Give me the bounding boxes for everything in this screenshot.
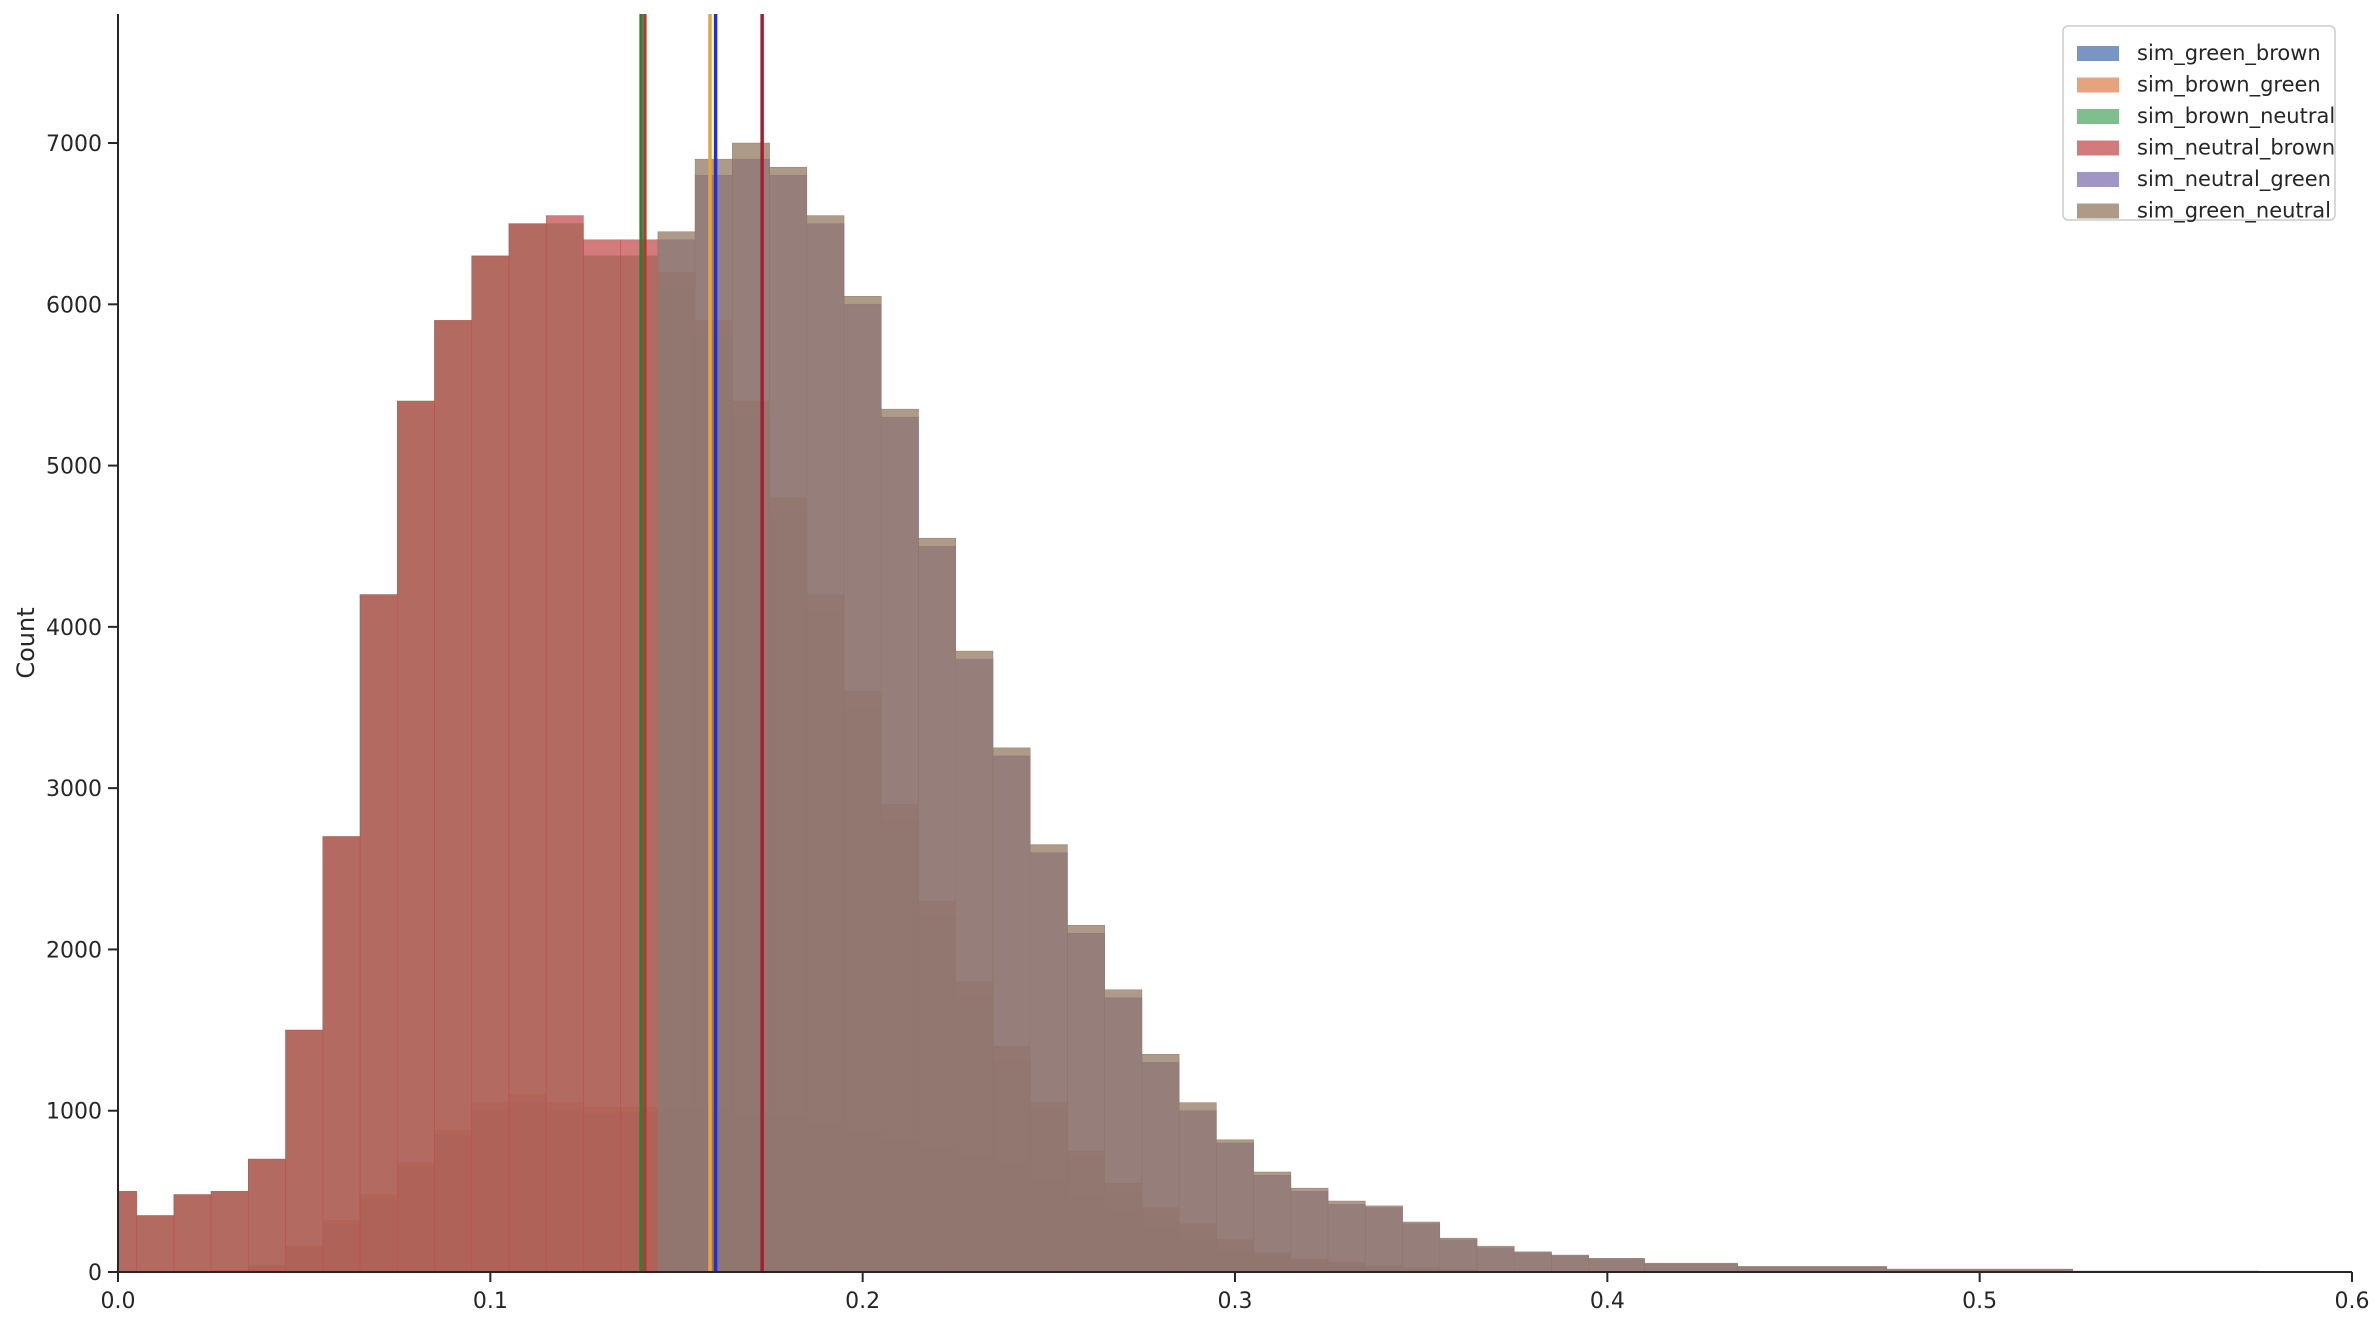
legend-box: [2062, 25, 2336, 221]
y-tick-label: 6000: [46, 293, 102, 318]
y-tick-label: 2000: [46, 938, 102, 963]
legend-label: sim_green_brown: [2137, 41, 2321, 66]
bar-sim_neutral_brown: [285, 1029, 324, 1273]
legend-label: sim_neutral_brown: [2137, 136, 2335, 161]
bar-sim_green_neutral: [918, 537, 956, 1273]
axes-layer: 0.0 0.1 0.2 0.3 0.4 0.5 0.6 0 1000 2000 3000 4000 50…: [46, 14, 2370, 1314]
bar-sim_green_neutral: [992, 747, 1031, 1273]
series-sim_green_neutral: [657, 142, 2260, 1273]
bar-sim_green_neutral: [843, 295, 882, 1273]
bar-sim_green_neutral: [694, 158, 733, 1273]
bar-sim_neutral_brown: [397, 400, 435, 1273]
bar-sim_neutral_brown: [545, 215, 584, 1273]
bar-sim_green_neutral: [1551, 1254, 1589, 1273]
mean-lines-layer: [639, 14, 764, 1272]
bar-sim_neutral_brown: [136, 1215, 175, 1273]
x-tick-label: 0.6: [2335, 1289, 2370, 1314]
y-tick-label: 0: [88, 1261, 102, 1286]
x-tick-label: 0.1: [473, 1289, 508, 1314]
legend-swatch: [2077, 203, 2119, 219]
bar-sim_neutral_brown: [434, 320, 472, 1273]
bar-sim_green_neutral: [881, 408, 919, 1273]
legend-swatch: [2077, 172, 2119, 187]
bar-sim_green_neutral: [1439, 1237, 1478, 1273]
bar-sim_green_neutral: [1327, 1200, 1366, 1273]
bar-sim_green_neutral: [1588, 1258, 1645, 1273]
y-tick-label: 1000: [46, 1100, 102, 1125]
bar-sim_green_neutral: [955, 650, 994, 1273]
x-tick-label: 0.3: [1218, 1289, 1253, 1314]
bar-sim_neutral_brown: [471, 255, 510, 1273]
legend-swatch: [2077, 46, 2119, 61]
bar-sim_green_neutral: [1402, 1221, 1441, 1273]
bar-sim_green_neutral: [1067, 924, 1105, 1273]
bar-sim_green_neutral: [806, 215, 845, 1273]
bars-layer: [117, 142, 2260, 1273]
legend-label: sim_green_neutral: [2137, 199, 2331, 224]
x-tick-label: 0.5: [1962, 1289, 1997, 1314]
x-tick-label: 0.4: [1590, 1289, 1625, 1314]
bar-sim_green_neutral: [1029, 844, 1068, 1273]
bar-sim_neutral_brown: [248, 1158, 286, 1273]
bar-sim_green_neutral: [1644, 1262, 1738, 1273]
y-tick-label: 5000: [46, 455, 102, 480]
bar-sim_neutral_brown: [173, 1194, 212, 1273]
y-tick-label: 3000: [46, 777, 102, 802]
bar-sim_green_neutral: [1141, 1054, 1180, 1273]
x-tick-label: 0.0: [101, 1289, 136, 1314]
bar-sim_neutral_brown: [508, 223, 547, 1273]
legend-swatch: [2077, 77, 2119, 93]
x-tick-label: 0.2: [845, 1289, 880, 1314]
bar-sim_green_neutral: [1104, 989, 1143, 1273]
bar-sim_neutral_brown: [322, 836, 361, 1273]
legend-label: sim_brown_neutral: [2137, 104, 2335, 129]
y-tick-label: 7000: [46, 132, 102, 157]
bar-sim_neutral_brown: [117, 1191, 137, 1273]
bar-sim_green_neutral: [657, 231, 696, 1273]
bar-sim_green_neutral: [732, 142, 770, 1273]
bar-sim_neutral_brown: [620, 239, 659, 1273]
bar-sim_green_neutral: [1365, 1205, 1403, 1273]
bar-sim_green_neutral: [1178, 1102, 1217, 1273]
bar-sim_green_neutral: [1253, 1171, 1292, 1273]
bar-sim_green_neutral: [1290, 1187, 1329, 1273]
bar-sim_green_neutral: [1514, 1251, 1552, 1273]
bar-sim_green_neutral: [1216, 1139, 1254, 1273]
y-axis-label: Count: [12, 607, 40, 678]
legend: sim_green_brown sim_brown_green sim_brown_…: [2062, 25, 2336, 224]
legend-label: sim_neutral_green: [2137, 167, 2331, 192]
bar-sim_green_neutral: [769, 166, 808, 1273]
legend-swatch: [2077, 140, 2119, 156]
legend-label: sim_brown_green: [2137, 73, 2321, 98]
legend-swatch: [2077, 109, 2119, 124]
bar-sim_neutral_brown: [210, 1191, 249, 1273]
y-tick-label: 4000: [46, 616, 102, 641]
bar-sim_neutral_brown: [359, 594, 398, 1273]
bar-sim_green_neutral: [1476, 1245, 1515, 1273]
bar-sim_neutral_brown: [583, 239, 621, 1273]
